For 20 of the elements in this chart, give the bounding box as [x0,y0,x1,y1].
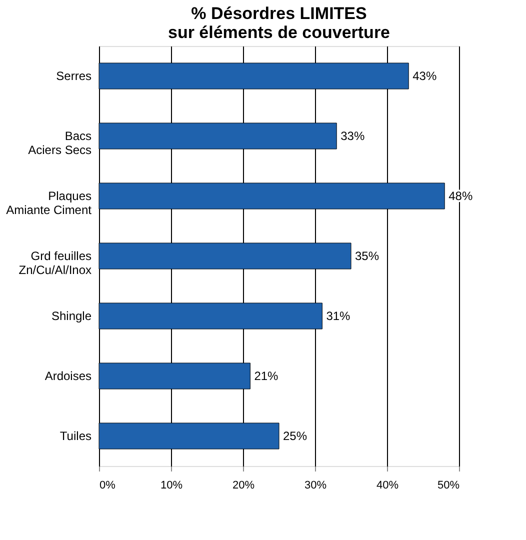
data-label: 21% [254,369,279,383]
data-label: 35% [355,249,380,263]
data-label: 25% [283,429,308,443]
x-tick-label: 20% [232,480,255,492]
data-label: 33% [340,129,365,143]
x-tick-label: 50% [437,480,460,492]
x-tick-label: 30% [304,480,327,492]
x-tick-label: 40% [376,480,399,492]
y-tick-label: Ardoises [44,369,92,383]
y-tick-label: Shingle [51,309,92,323]
data-label: 43% [412,69,437,83]
x-tick-label: 0% [100,480,116,492]
y-tick-label: Plaques Amiante Ciment [6,189,92,217]
y-tick-label: Tuiles [60,429,92,443]
data-label: 31% [326,309,351,323]
y-tick-label: Serres [56,69,92,83]
x-tick-label: 10% [160,480,183,492]
chart-title: % Désordres LIMITES sur éléments de couverture [168,4,390,42]
y-tick-label: Bacs Aciers Secs [28,129,92,157]
y-tick-label: Grd feuilles Zn/Cu/Al/Inox [18,249,92,277]
